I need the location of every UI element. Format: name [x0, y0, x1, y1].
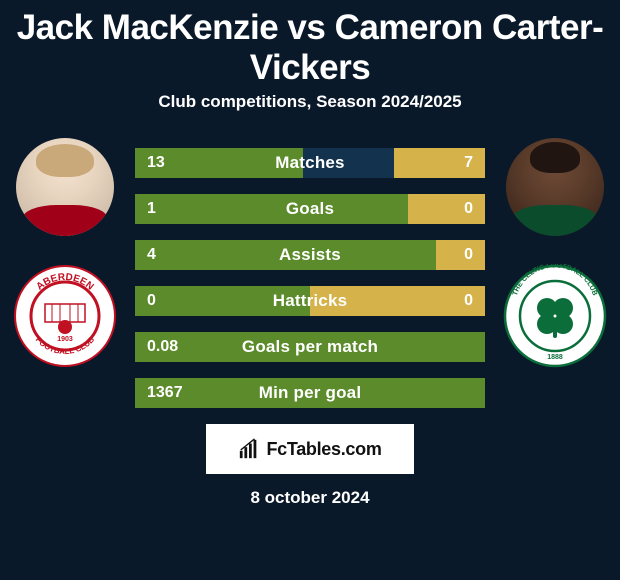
stat-bar-right — [408, 194, 485, 224]
stat-bar-left — [135, 378, 485, 408]
stat-bar-left — [135, 286, 310, 316]
stat-bars: Matches137 Goals10 Assists40 Hattricks00 Goa… — [135, 138, 485, 408]
stat-row: Hattricks00 — [135, 286, 485, 316]
footer-brand-badge: FcTables.com — [206, 424, 414, 474]
stat-bar-right — [394, 148, 485, 178]
stat-bar-right — [310, 286, 485, 316]
page-subtitle: Club competitions, Season 2024/2025 — [0, 92, 620, 112]
left-column: ABERDEEN FOOTBALL CLUB 1903 — [10, 138, 120, 368]
stat-bar-left — [135, 148, 303, 178]
stat-bar-left — [135, 332, 485, 362]
stat-row: Assists40 — [135, 240, 485, 270]
stat-bar-right — [436, 240, 485, 270]
stat-row: Goals10 — [135, 194, 485, 224]
page-title: Jack MacKenzie vs Cameron Carter-Vickers — [0, 0, 620, 92]
stat-row: Goals per match0.08 — [135, 332, 485, 362]
svg-text:1903: 1903 — [57, 336, 73, 343]
comparison-main: ABERDEEN FOOTBALL CLUB 1903 — [0, 138, 620, 408]
stat-bar-left — [135, 194, 408, 224]
player-left-avatar — [16, 138, 114, 236]
stat-row: Min per goal1367 — [135, 378, 485, 408]
svg-text:1888: 1888 — [547, 354, 563, 361]
club-left-crest: ABERDEEN FOOTBALL CLUB 1903 — [13, 264, 117, 368]
stat-row: Matches137 — [135, 148, 485, 178]
footer-date: 8 october 2024 — [0, 488, 620, 508]
stat-bar-left — [135, 240, 436, 270]
club-right-crest: THE CELTIC FOOTBALL CLUB 1888 — [503, 264, 607, 368]
footer-brand-text: FcTables.com — [266, 439, 381, 460]
player-right-avatar — [506, 138, 604, 236]
right-column: THE CELTIC FOOTBALL CLUB 1888 — [500, 138, 610, 368]
fctables-logo-icon — [238, 438, 260, 460]
